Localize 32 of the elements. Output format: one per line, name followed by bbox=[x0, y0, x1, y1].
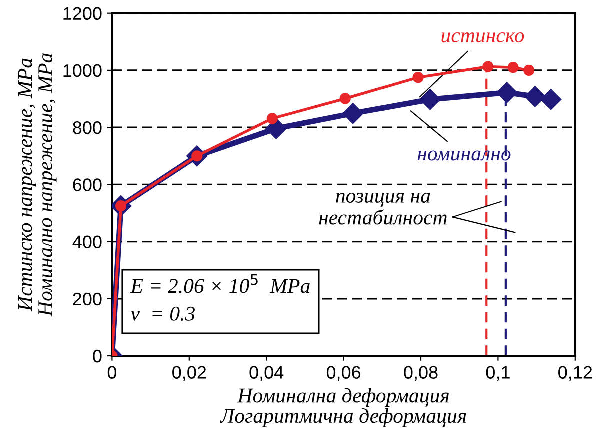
y-tick-label: 1000 bbox=[64, 64, 102, 78]
point bbox=[266, 113, 278, 124]
y-tick-label: 800 bbox=[73, 122, 102, 134]
text: номинално bbox=[418, 150, 511, 161]
point bbox=[412, 72, 424, 84]
x-tick-label: 0,06 bbox=[326, 366, 361, 382]
y-tick-label: 600 bbox=[73, 178, 102, 192]
point bbox=[482, 61, 494, 72]
x-tick-label: 0 bbox=[108, 366, 117, 379]
x-tick-label: 0,04 bbox=[250, 366, 284, 382]
y-axis-title: Истинско напрежение, MPa Номинално напрежение, MPa bbox=[18, 54, 57, 317]
x-tick-label: 0,02 bbox=[172, 366, 206, 382]
point bbox=[508, 62, 519, 74]
y-tick-label: 1200 bbox=[64, 7, 102, 20]
x-tick-label: 0,08 bbox=[404, 366, 438, 382]
annotation: позиция на нестабилност bbox=[319, 192, 447, 225]
y-tick-label: 0 bbox=[93, 350, 102, 363]
y-tick-label: 400 bbox=[72, 236, 102, 249]
point bbox=[524, 86, 546, 108]
point bbox=[266, 118, 287, 140]
x-tick-label: 0,1 bbox=[486, 366, 510, 382]
point bbox=[420, 89, 441, 110]
point bbox=[524, 64, 535, 76]
text: E = 2.06 × 10$^{5}$ MPa ν = 0.3 bbox=[130, 274, 310, 322]
x-axis-title: Номинална деформация Логаритмична деформация bbox=[220, 388, 466, 428]
point bbox=[496, 82, 518, 104]
point bbox=[342, 103, 364, 124]
y-tick-label: 200 bbox=[73, 292, 102, 306]
point bbox=[540, 89, 562, 110]
point bbox=[340, 93, 351, 104]
x-tick-label: 0,12 bbox=[558, 366, 592, 382]
series-label: истинско bbox=[442, 32, 524, 43]
